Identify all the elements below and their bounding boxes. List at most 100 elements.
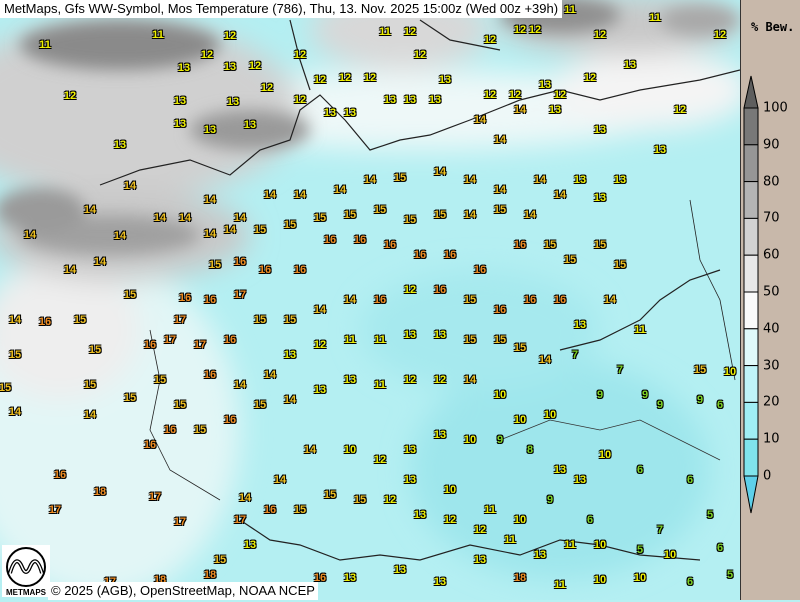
temperature-label: 12: [593, 29, 607, 41]
temperature-label: 14: [463, 174, 477, 186]
temperature-label: 12: [63, 90, 77, 102]
temperature-label: 15: [403, 214, 417, 226]
temperature-label: 13: [403, 329, 417, 341]
temperature-label: 16: [523, 294, 537, 306]
temperature-label: 12: [553, 89, 567, 101]
temperature-label: 12: [313, 339, 327, 351]
temperature-label: 12: [373, 454, 387, 466]
temperature-label: 15: [208, 259, 222, 271]
legend-under-arrow: [743, 475, 759, 514]
temperature-label: 15: [493, 204, 507, 216]
temperature-label: 14: [238, 492, 252, 504]
temperature-label: 16: [433, 284, 447, 296]
temperature-label: 13: [553, 464, 567, 476]
temperature-label: 6: [636, 464, 644, 476]
legend-tick-label: 90: [763, 137, 780, 153]
temperature-label: 12: [223, 30, 237, 42]
temperature-label: 18: [513, 572, 527, 584]
temperature-label: 13: [403, 444, 417, 456]
temperature-label: 11: [379, 26, 391, 38]
temperature-label: 12: [260, 82, 274, 94]
temperature-label: 10: [633, 572, 647, 584]
temperature-label: 11: [374, 379, 386, 391]
temperature-label: 10: [493, 389, 507, 401]
temperature-label: 9: [546, 494, 554, 506]
temperature-label: 13: [413, 509, 427, 521]
border-lines: [99, 19, 740, 561]
temperature-label: 13: [653, 144, 667, 156]
temperature-label: 9: [496, 434, 504, 446]
legend-band: [743, 144, 759, 183]
temperature-label: 9: [696, 394, 704, 406]
temperature-label: 16: [293, 264, 307, 276]
temperature-label: 16: [383, 239, 397, 251]
temperature-label: 13: [623, 59, 637, 71]
temperature-label: 15: [8, 349, 22, 361]
weather-map[interactable]: 11 11 12 12 13 13 12 12 12 12 13 13 13 13 13 13 12 12 12 12…: [0, 0, 740, 600]
temperature-label: 15: [513, 342, 527, 354]
temperature-label: 16: [143, 439, 157, 451]
temperature-label: 16: [163, 424, 177, 436]
temperature-label: 16: [223, 414, 237, 426]
temperature-label: 15: [493, 334, 507, 346]
temperature-label: 14: [463, 374, 477, 386]
temperature-label: 7: [616, 364, 624, 376]
temperature-label: 5: [726, 569, 734, 581]
temperature-label: 13: [343, 107, 357, 119]
temperature-label: 12: [293, 94, 307, 106]
temperature-label: 16: [203, 294, 217, 306]
temperature-label: 6: [716, 399, 724, 411]
legend-tick-label: 70: [763, 210, 780, 226]
temperature-label: 13: [323, 107, 337, 119]
temperature-label: 16: [443, 249, 457, 261]
temperature-label: 10: [663, 549, 677, 561]
temperature-label: 16: [233, 256, 247, 268]
temperature-label: 13: [433, 429, 447, 441]
temperature-label: 10: [593, 539, 607, 551]
temperature-label: 6: [686, 576, 694, 588]
temperature-label: 14: [203, 228, 217, 240]
temperature-label: 14: [233, 379, 247, 391]
temperature-label: 14: [178, 212, 192, 224]
temperature-label: 16: [513, 239, 527, 251]
temperature-label: 11: [344, 334, 356, 346]
temperature-label: 13: [538, 79, 552, 91]
temperature-label: 14: [8, 406, 22, 418]
temperature-label: 15: [613, 259, 627, 271]
temperature-label: 15: [283, 219, 297, 231]
legend-tick-label: 20: [763, 394, 780, 410]
temperature-label: 13: [283, 349, 297, 361]
temperature-label: 12: [508, 89, 522, 101]
legend-band: [743, 254, 759, 293]
temperature-label: 15: [83, 379, 97, 391]
temperature-label: 16: [143, 339, 157, 351]
temperature-label: 14: [273, 474, 287, 486]
svg-text:METMAPS: METMAPS: [6, 588, 47, 597]
temperature-label: 14: [513, 104, 527, 116]
temperature-label: 11: [374, 334, 386, 346]
temperature-label: 16: [323, 234, 337, 246]
temperature-label: 16: [473, 264, 487, 276]
temperature-label: 12: [483, 89, 497, 101]
temperature-label: 13: [613, 174, 627, 186]
legend-over-arrow: [743, 75, 759, 109]
temperature-label: 11: [564, 4, 576, 16]
temperature-label: 14: [433, 166, 447, 178]
temperature-label: 12: [293, 49, 307, 61]
temperature-label: 12: [248, 60, 262, 72]
temperature-label: 17: [173, 314, 187, 326]
temperature-label: 12: [513, 24, 527, 36]
temperature-label: 15: [193, 424, 207, 436]
legend-tick-label: 50: [763, 284, 780, 300]
legend-tick-label: 100: [763, 100, 788, 116]
temperature-label: 13: [243, 119, 257, 131]
temperature-label: 13: [573, 474, 587, 486]
temperature-label: 15: [563, 254, 577, 266]
temperature-label: 9: [641, 389, 649, 401]
temperature-label: 12: [713, 29, 727, 41]
temperature-label: 16: [413, 249, 427, 261]
temperature-label: 10: [513, 414, 527, 426]
temperature-label: 14: [473, 114, 487, 126]
temperature-label: 16: [553, 294, 567, 306]
temperature-label: 16: [38, 316, 52, 328]
